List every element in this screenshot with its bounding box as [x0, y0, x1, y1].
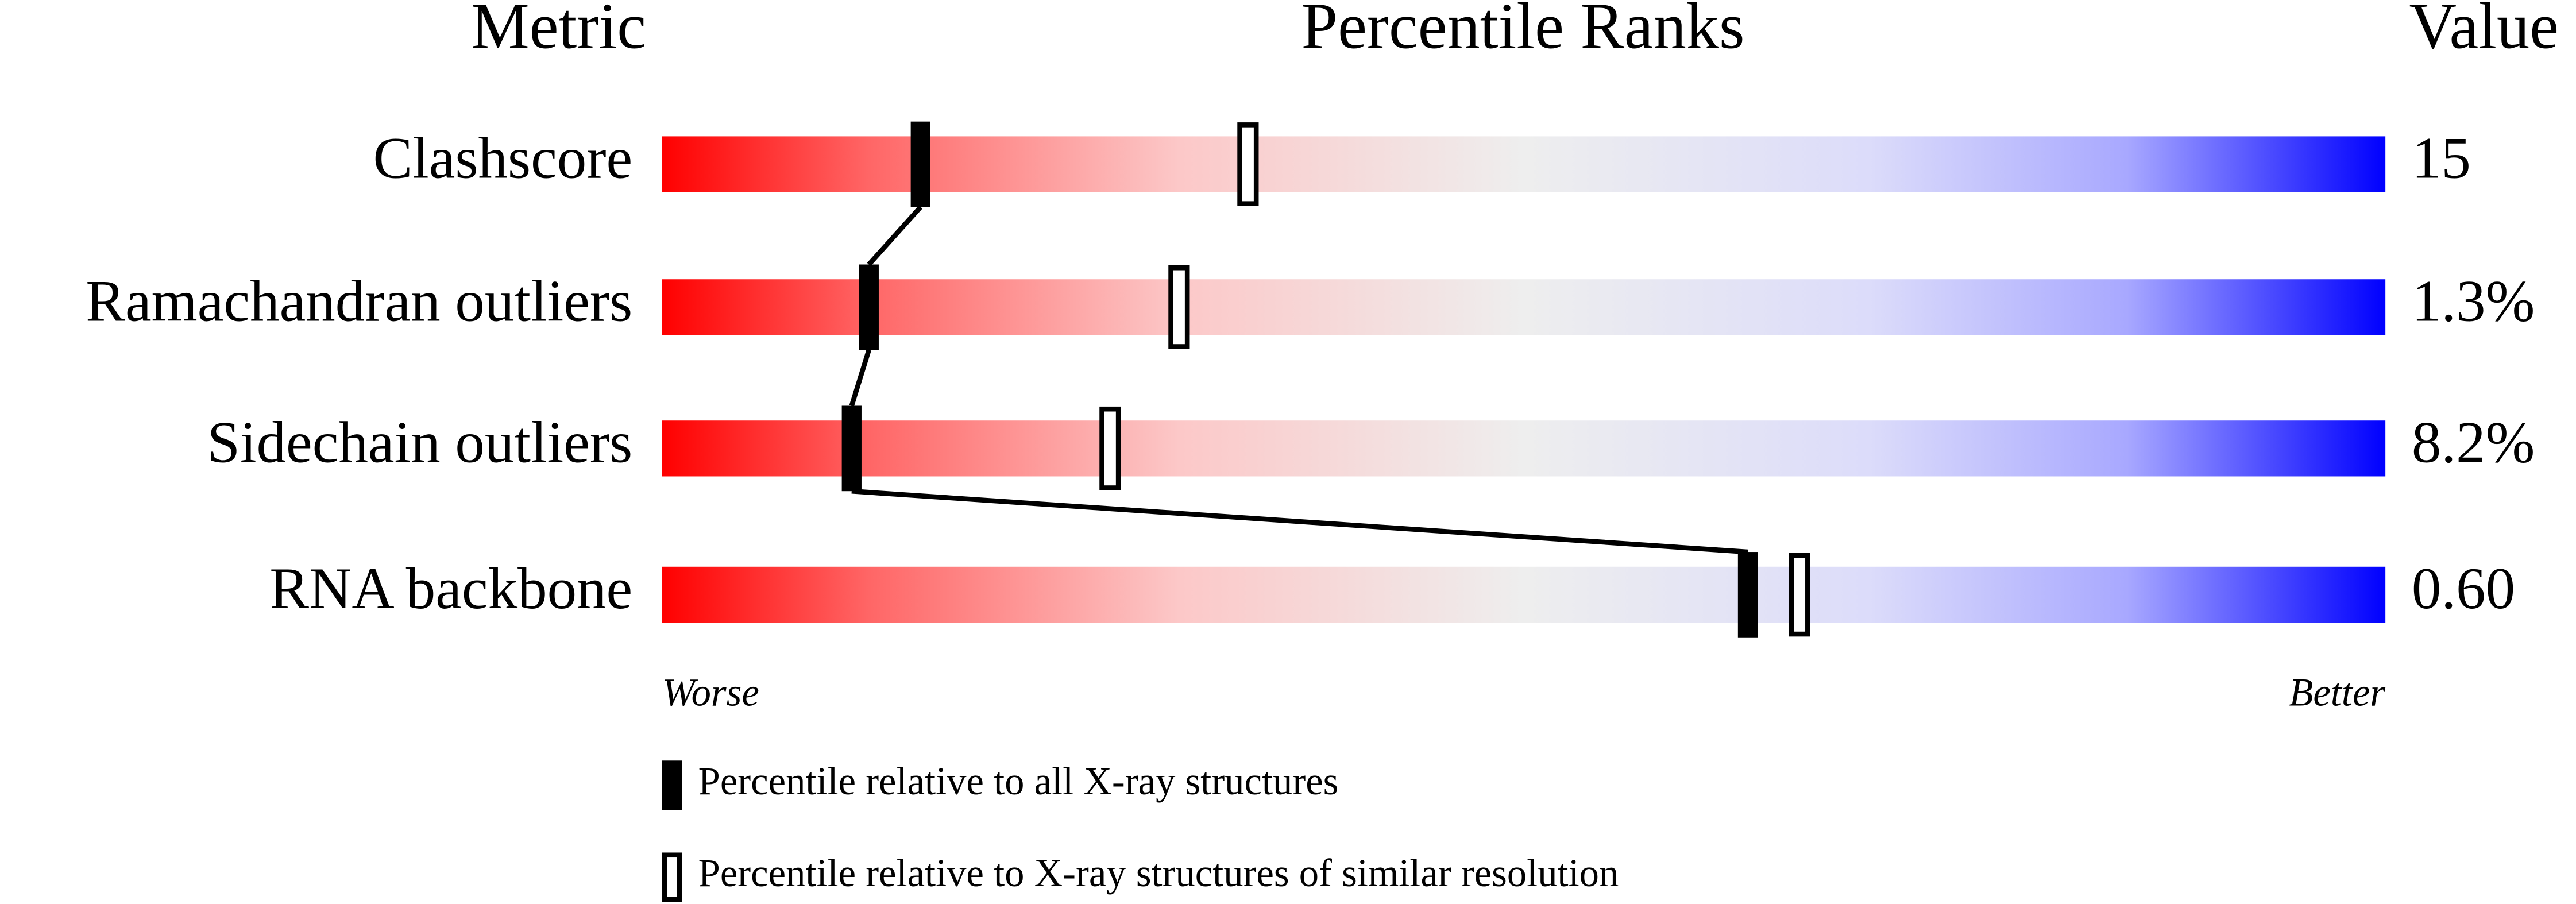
metric-label: Clashscore — [373, 126, 633, 191]
percentile-marker — [910, 121, 930, 207]
header-percentile: Percentile Ranks — [1301, 0, 1745, 62]
percentile-marker — [859, 264, 879, 350]
connector-line — [867, 205, 922, 266]
percentile-bar — [662, 420, 2386, 477]
metric-value: 15 — [2412, 126, 2471, 191]
percentile-marker-hollow — [1168, 265, 1190, 349]
metric-label: Ramachandran outliers — [86, 268, 632, 334]
percentile-marker-hollow — [1099, 406, 1121, 490]
percentile-bar — [662, 136, 2386, 192]
connector-line — [849, 349, 871, 407]
metric-label: Sidechain outliers — [207, 409, 633, 475]
legend-swatch — [662, 760, 682, 810]
legend-swatch — [662, 852, 682, 902]
header-metric: Metric — [471, 0, 646, 62]
metric-value: 8.2% — [2412, 409, 2535, 475]
percentile-bar — [662, 566, 2386, 623]
metric-value: 1.3% — [2412, 268, 2535, 334]
better-label: Better — [2289, 670, 2385, 714]
connector-line — [851, 488, 1748, 555]
legend-label: Percentile relative to X-ray structures … — [698, 851, 1619, 895]
percentile-marker-hollow — [1237, 122, 1259, 206]
metric-value: 0.60 — [2412, 556, 2515, 621]
percentile-marker — [1737, 552, 1758, 638]
percentile-bar — [662, 279, 2386, 335]
legend-label: Percentile relative to all X-ray structu… — [698, 759, 1339, 803]
header-value: Value — [2409, 0, 2559, 62]
percentile-marker-hollow — [1789, 553, 1810, 637]
worse-label: Worse — [662, 670, 759, 714]
metric-label: RNA backbone — [269, 556, 632, 621]
percentile-marker — [841, 405, 862, 492]
